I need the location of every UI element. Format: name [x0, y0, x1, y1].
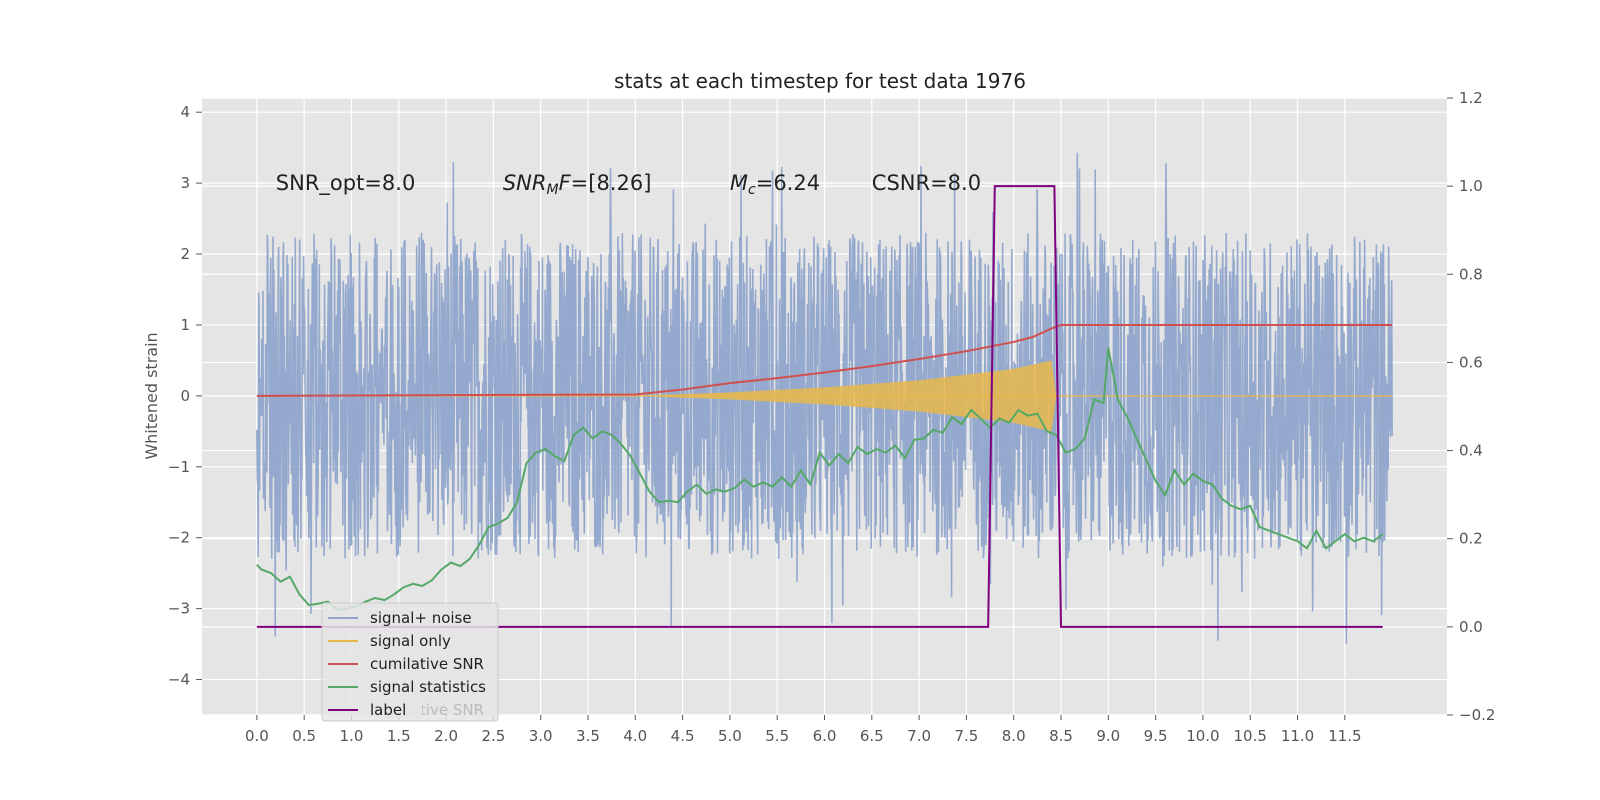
x-tick-label: 11.0: [1281, 727, 1314, 745]
x-tick-label: 9.5: [1144, 727, 1168, 745]
y-right-tick-label: −0.2: [1459, 706, 1495, 724]
y-tick-label: 0: [180, 387, 190, 405]
series-label: [256, 185, 1383, 628]
x-tick-label: 6.5: [860, 727, 884, 745]
x-tick-label: 5.0: [718, 727, 742, 745]
y-tick-label: −4: [168, 671, 190, 689]
chart-title: stats at each timestep for test data 197…: [614, 69, 1026, 93]
y-right-axis-ticks: −0.2 0.0 0.2 0.4 0.6 0.8 1.0 1.2: [1447, 89, 1495, 724]
x-tick-label: 4.5: [671, 727, 695, 745]
x-axis-ticks: 0.0 0.5 1.0 1.5 2.0 2.5 3.0 3.5 4.0 4.5 5.0 5.5 6.0 6…: [245, 715, 1362, 745]
legend-box: [321, 602, 499, 722]
y-right-tick-label: 0.6: [1459, 353, 1483, 371]
y-tick-label: 4: [180, 103, 190, 121]
legend-label: cumilative SNR: [370, 655, 484, 673]
x-tick-label: 8.5: [1049, 727, 1073, 745]
series-signal-plus-noise: [256, 152, 1393, 644]
legend-label: label: [370, 701, 406, 719]
x-tick-label: 8.0: [1002, 727, 1026, 745]
series-cumulative-snr: [256, 323, 1393, 397]
y-tick-label: −1: [168, 458, 190, 476]
x-tick-label: 6.0: [813, 727, 837, 745]
x-tick-label: 7.0: [907, 727, 931, 745]
x-tick-label: 4.0: [623, 727, 647, 745]
x-tick-label: 3.0: [529, 727, 553, 745]
y-tick-label: 2: [180, 245, 190, 263]
y-tick-label: −2: [168, 529, 190, 547]
x-tick-label: 1.0: [340, 727, 364, 745]
series-signal-statistics: [256, 347, 1384, 612]
y-right-tick-label: 0.2: [1459, 530, 1483, 548]
x-tick-label: 3.5: [576, 727, 600, 745]
x-tick-label: 2.0: [434, 727, 458, 745]
x-tick-label: 0.5: [292, 727, 316, 745]
legend-label: signal only: [370, 632, 451, 650]
annotation-1: SNRMF=[8.26]: [503, 171, 652, 198]
y-axis-label: Whitened strain: [142, 332, 161, 459]
y-right-tick-label: 0.4: [1459, 442, 1483, 460]
y-right-tick-label: 1.0: [1459, 177, 1483, 195]
x-tick-label: 10.0: [1186, 727, 1219, 745]
x-tick-label: 5.5: [765, 727, 789, 745]
annotation-0: SNR_opt=8.0: [276, 171, 416, 196]
x-tick-label: 1.5: [387, 727, 411, 745]
x-tick-label: 2.5: [481, 727, 505, 745]
x-tick-label: 9.0: [1096, 727, 1120, 745]
y-right-tick-label: 1.2: [1459, 89, 1483, 107]
y-tick-label: 1: [180, 316, 190, 334]
y-right-tick-label: 0.8: [1459, 265, 1483, 283]
annotation-2: Mc=6.24: [730, 171, 820, 198]
legend-label: signal+ noise: [370, 609, 472, 627]
y-tick-label: 3: [180, 174, 190, 192]
legend-label: signal statistics: [370, 678, 486, 696]
y-right-tick-label: 0.0: [1459, 618, 1483, 636]
annotation-3: CSNR=8.0: [872, 171, 981, 195]
x-tick-label: 7.5: [954, 727, 978, 745]
noise-layer: [256, 152, 1393, 644]
x-tick-label: 0.0: [245, 727, 269, 745]
y-axis-ticks: −4 −3 −2 −1 0 1 2 3 4: [168, 103, 202, 689]
x-tick-label: 11.5: [1328, 727, 1361, 745]
annotations: SNR_opt=8.0 SNRMF=[8.26] Mc=6.24 CSNR=8.0: [276, 171, 981, 198]
legend-label-bg: [366, 698, 422, 718]
x-tick-label: 10.5: [1234, 727, 1267, 745]
y-tick-label: −3: [168, 600, 190, 618]
